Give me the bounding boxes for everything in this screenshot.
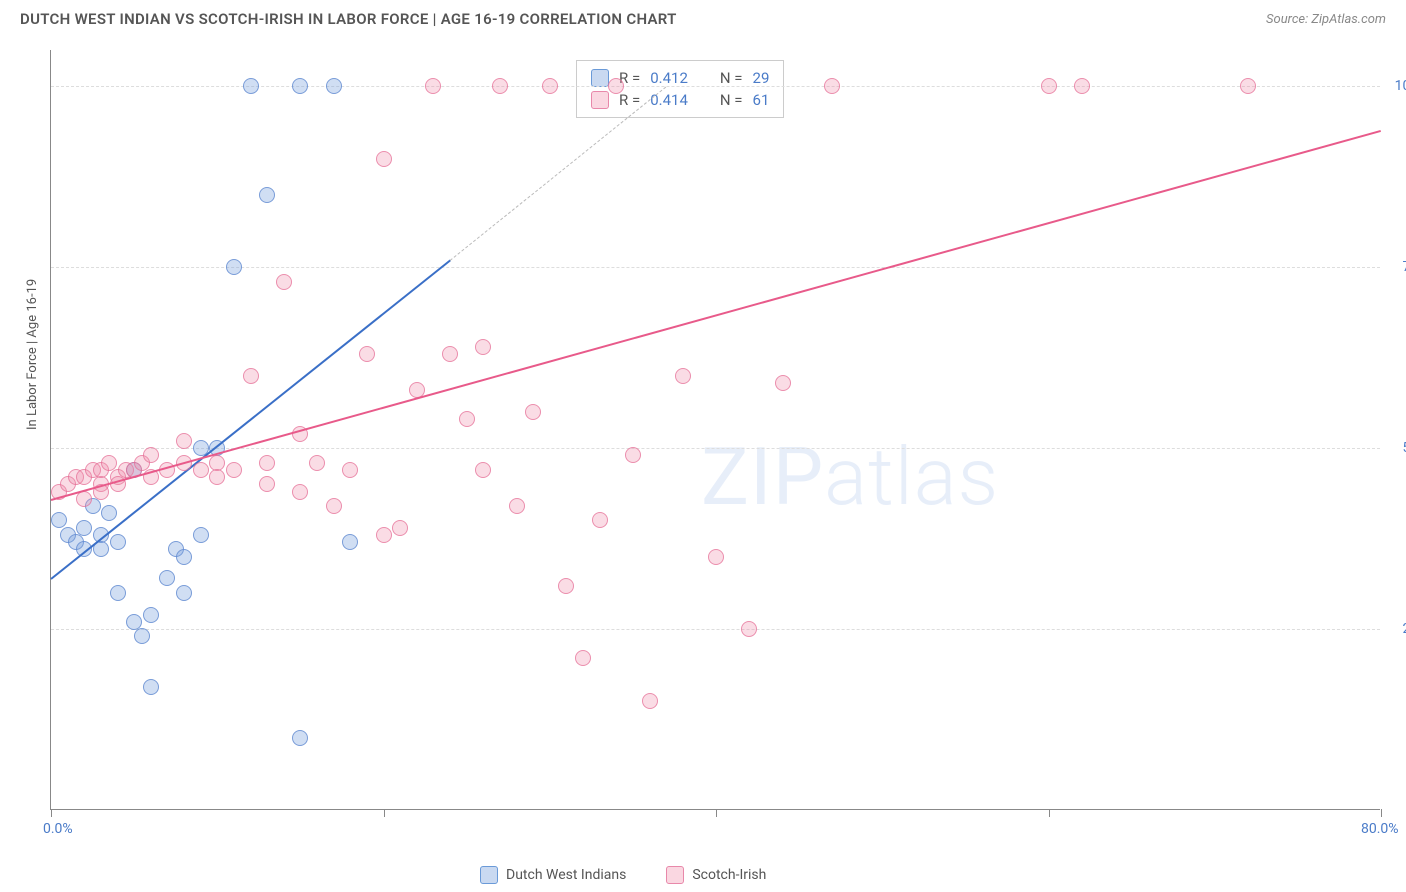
chart-legend: Dutch West Indians Scotch-Irish (480, 866, 766, 884)
scatter-point (226, 259, 242, 275)
x-axis-tick (51, 809, 52, 817)
scatter-point (775, 375, 791, 391)
y-axis-tick-label: 100.0% (1395, 78, 1406, 94)
legend-swatch-icon (591, 69, 609, 87)
legend-swatch-icon (666, 866, 684, 884)
scatter-point (558, 578, 574, 594)
legend-label: Scotch-Irish (692, 867, 766, 883)
legend-item: Dutch West Indians (480, 866, 626, 884)
scatter-point (608, 78, 624, 94)
correlation-stats-box: R =0.412N =29R =0.414N =61 (576, 60, 784, 118)
scatter-point (642, 693, 658, 709)
scatter-point (475, 339, 491, 355)
scatter-point (509, 498, 525, 514)
legend-label: Dutch West Indians (506, 867, 626, 883)
scatter-point (209, 469, 225, 485)
scatter-point (309, 455, 325, 471)
scatter-point (1240, 78, 1256, 94)
scatter-point (134, 628, 150, 644)
scatter-point (51, 512, 67, 528)
scatter-point (525, 404, 541, 420)
r-label: R = (619, 91, 640, 109)
r-value: 0.412 (650, 69, 688, 87)
scatter-point (176, 585, 192, 601)
scatter-point (193, 462, 209, 478)
scatter-point (326, 78, 342, 94)
n-label: N = (720, 91, 743, 109)
scatter-point (76, 520, 92, 536)
scatter-point (459, 411, 475, 427)
y-axis-tick-label: 25.0% (1402, 621, 1406, 637)
chart-title: DUTCH WEST INDIAN VS SCOTCH-IRISH IN LAB… (20, 10, 677, 28)
scatter-point (292, 484, 308, 500)
scatter-point (292, 730, 308, 746)
x-axis-tick (384, 809, 385, 817)
scatter-point (575, 650, 591, 666)
n-value: 29 (753, 69, 770, 87)
scatter-point (193, 527, 209, 543)
scatter-point (326, 498, 342, 514)
scatter-point (143, 447, 159, 463)
scatter-point (159, 570, 175, 586)
scatter-point (675, 368, 691, 384)
scatter-point (376, 151, 392, 167)
scatter-point (176, 433, 192, 449)
y-axis-tick-label: 50.0% (1402, 440, 1406, 456)
scatter-point (542, 78, 558, 94)
scatter-point (176, 549, 192, 565)
chart-header: DUTCH WEST INDIAN VS SCOTCH-IRISH IN LAB… (0, 0, 1406, 33)
scatter-point (1041, 78, 1057, 94)
scatter-point (276, 274, 292, 290)
n-label: N = (720, 69, 743, 87)
scatter-point (625, 447, 641, 463)
x-axis-tick (1381, 809, 1382, 817)
scatter-point (259, 476, 275, 492)
scatter-point (259, 187, 275, 203)
scatter-point (143, 679, 159, 695)
x-axis-tick (716, 809, 717, 817)
scatter-point (376, 527, 392, 543)
x-axis-tick-label: 80.0% (1361, 821, 1399, 837)
n-value: 61 (753, 91, 770, 109)
trend-line (51, 130, 1382, 501)
trend-line-extrapolated (450, 86, 667, 260)
gridline-horizontal (51, 629, 1380, 630)
scatter-point (101, 455, 117, 471)
gridline-horizontal (51, 448, 1380, 449)
x-axis-tick-label: 0.0% (43, 821, 73, 837)
scatter-point (243, 78, 259, 94)
scatter-point (259, 455, 275, 471)
scatter-point (708, 549, 724, 565)
scatter-point (592, 512, 608, 528)
watermark: ZIPatlas (701, 430, 999, 524)
scatter-point (143, 607, 159, 623)
scatter-point (442, 346, 458, 362)
scatter-point (110, 534, 126, 550)
legend-swatch-icon (480, 866, 498, 884)
gridline-horizontal (51, 267, 1380, 268)
scatter-point (741, 621, 757, 637)
y-axis-tick-label: 75.0% (1402, 259, 1406, 275)
scatter-point (101, 505, 117, 521)
scatter-point (226, 462, 242, 478)
scatter-point (425, 78, 441, 94)
scatter-point (824, 78, 840, 94)
scatter-point (110, 585, 126, 601)
x-axis-tick (1049, 809, 1050, 817)
scatter-point (342, 462, 358, 478)
scatter-point (126, 614, 142, 630)
legend-swatch-icon (591, 91, 609, 109)
legend-item: Scotch-Irish (666, 866, 766, 884)
scatter-point (1074, 78, 1090, 94)
scatter-point (392, 520, 408, 536)
y-axis-label: In Labor Force | Age 16-19 (25, 279, 40, 430)
scatter-point (492, 78, 508, 94)
source-attribution: Source: ZipAtlas.com (1266, 12, 1386, 27)
scatter-point (243, 368, 259, 384)
scatter-point (475, 462, 491, 478)
scatter-point (292, 78, 308, 94)
scatter-point (342, 534, 358, 550)
scatter-chart: ZIPatlas R =0.412N =29R =0.414N =61 25.0… (50, 50, 1380, 810)
scatter-point (359, 346, 375, 362)
